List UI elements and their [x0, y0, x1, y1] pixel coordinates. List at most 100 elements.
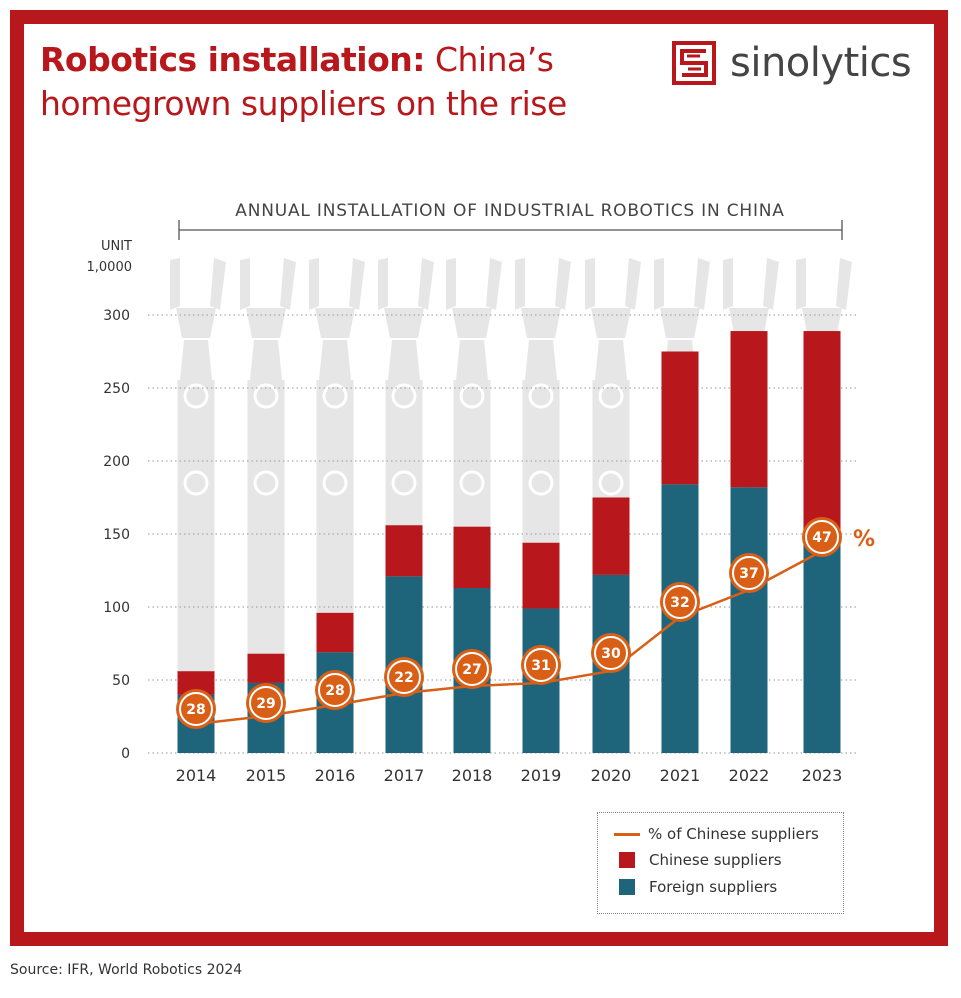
robot-finger-right: [210, 258, 226, 310]
bar-chinese-2023: [803, 331, 841, 530]
y-tick-label: 250: [103, 381, 130, 397]
robot-gripper-base: [660, 308, 700, 338]
robot-wrist: [180, 340, 212, 380]
bar-foreign-2023: [803, 529, 841, 753]
robot-finger-right: [418, 258, 434, 310]
robot-joint: [253, 470, 279, 496]
percent-label: 30: [601, 646, 621, 662]
chart-subtitle: ANNUAL INSTALLATION OF INDUSTRIAL ROBOTI…: [235, 201, 784, 221]
robot-gripper-base: [176, 308, 216, 338]
robot-finger-left: [723, 258, 733, 310]
percent-marker-circle: [660, 582, 700, 622]
y-tick-label: 200: [103, 454, 130, 470]
x-tick-label: 2022: [729, 766, 770, 785]
percent-marker: 28: [315, 670, 355, 710]
robot-joint: [322, 470, 348, 496]
x-tick-label: 2020: [591, 766, 632, 785]
percent-label: 37: [739, 566, 758, 582]
robot-joint: [528, 470, 554, 496]
percent-marker-circle: [315, 670, 355, 710]
bar-chinese-2020: [592, 497, 630, 575]
percent-marker-circle: [176, 689, 216, 729]
robot-gripper-base: [591, 308, 631, 338]
robot-gripper-base: [452, 308, 492, 338]
percent-label: 32: [670, 595, 689, 611]
percent-label: 31: [531, 658, 550, 674]
robot-finger-left: [654, 258, 664, 310]
robot-joint: [183, 470, 209, 496]
percent-marker-circle: [802, 517, 842, 557]
percent-marker: 31: [521, 645, 561, 685]
percent-marker-circle: [246, 683, 286, 723]
robot-finger-right: [625, 258, 641, 310]
legend-label: Chinese suppliers: [649, 851, 782, 869]
logo-text: sinolytics: [730, 40, 912, 86]
percent-marker-ring: [663, 585, 697, 619]
x-tick-label: 2021: [660, 766, 701, 785]
chart-title: Robotics installation: China’s homegrown…: [40, 38, 567, 126]
legend-label: % of Chinese suppliers: [648, 825, 819, 843]
legend: % of Chinese suppliers Chinese suppliers…: [597, 812, 844, 914]
percent-line: [195, 549, 823, 726]
robot-finger-left: [585, 258, 595, 310]
percent-label: 27: [462, 662, 481, 678]
robot-wrist: [595, 340, 627, 380]
title-bold: Robotics installation:: [40, 40, 425, 79]
percent-marker: 30: [591, 633, 631, 673]
robot-joint: [322, 383, 348, 409]
robot-finger-left: [378, 258, 388, 310]
legend-item-percent: % of Chinese suppliers: [614, 825, 819, 843]
robot-finger-right: [694, 258, 710, 310]
y-tick-label: 0: [121, 746, 130, 762]
robot-wrist: [250, 340, 282, 380]
robot-finger-left: [446, 258, 456, 310]
title-rest: China’s: [424, 40, 554, 79]
percent-marker: 29: [246, 683, 286, 723]
x-tick-label: 2023: [802, 766, 843, 785]
percent-label: 28: [325, 683, 344, 699]
percent-label: 29: [256, 696, 275, 712]
percent-marker-circle: [729, 553, 769, 593]
robot-finger-right: [280, 258, 296, 310]
percent-marker-circle: [384, 657, 424, 697]
bar-chinese-2014: [177, 671, 215, 695]
robot-wrist: [388, 340, 420, 380]
percent-marker-ring: [732, 556, 766, 590]
percent-label: 28: [186, 702, 205, 718]
percent-marker: 32: [660, 582, 700, 622]
legend-item-chinese: Chinese suppliers: [614, 851, 782, 869]
percent-label: 47: [812, 530, 831, 546]
robot-finger-right: [763, 258, 779, 310]
robot-finger-left: [515, 258, 525, 310]
robot-finger-right: [349, 258, 365, 310]
y-tick-label: 50: [112, 673, 130, 689]
percent-marker-ring: [387, 660, 421, 694]
robot-gripper-base: [315, 308, 355, 338]
percent-marker: 22: [384, 657, 424, 697]
percent-marker-ring: [318, 673, 352, 707]
y-axis-unit: UNIT: [101, 239, 132, 254]
x-tick-label: 2014: [176, 766, 217, 785]
robot-gripper-base: [246, 308, 286, 338]
robot-finger-left: [170, 258, 180, 310]
percent-marker-circle: [521, 645, 561, 685]
robot-joint: [598, 383, 624, 409]
robot-wrist: [525, 340, 557, 380]
legend-label: Foreign suppliers: [649, 878, 778, 896]
percent-marker-ring: [249, 686, 283, 720]
bar-chinese-2022: [730, 331, 768, 488]
logo-mark-icon: [672, 41, 716, 85]
robot-joint: [459, 383, 485, 409]
legend-item-foreign: Foreign suppliers: [614, 878, 777, 896]
percent-marker-ring: [805, 520, 839, 554]
bar-chinese-2016: [316, 612, 354, 653]
percent-marker: 27: [452, 649, 492, 689]
robot-finger-right: [486, 258, 502, 310]
y-tick-label: 150: [103, 527, 130, 543]
percent-marker: 37: [729, 553, 769, 593]
percent-marker: 47: [802, 517, 842, 557]
legend-swatch-chinese: [619, 852, 635, 868]
percent-marker-ring: [594, 636, 628, 670]
percent-label: 22: [394, 670, 413, 686]
